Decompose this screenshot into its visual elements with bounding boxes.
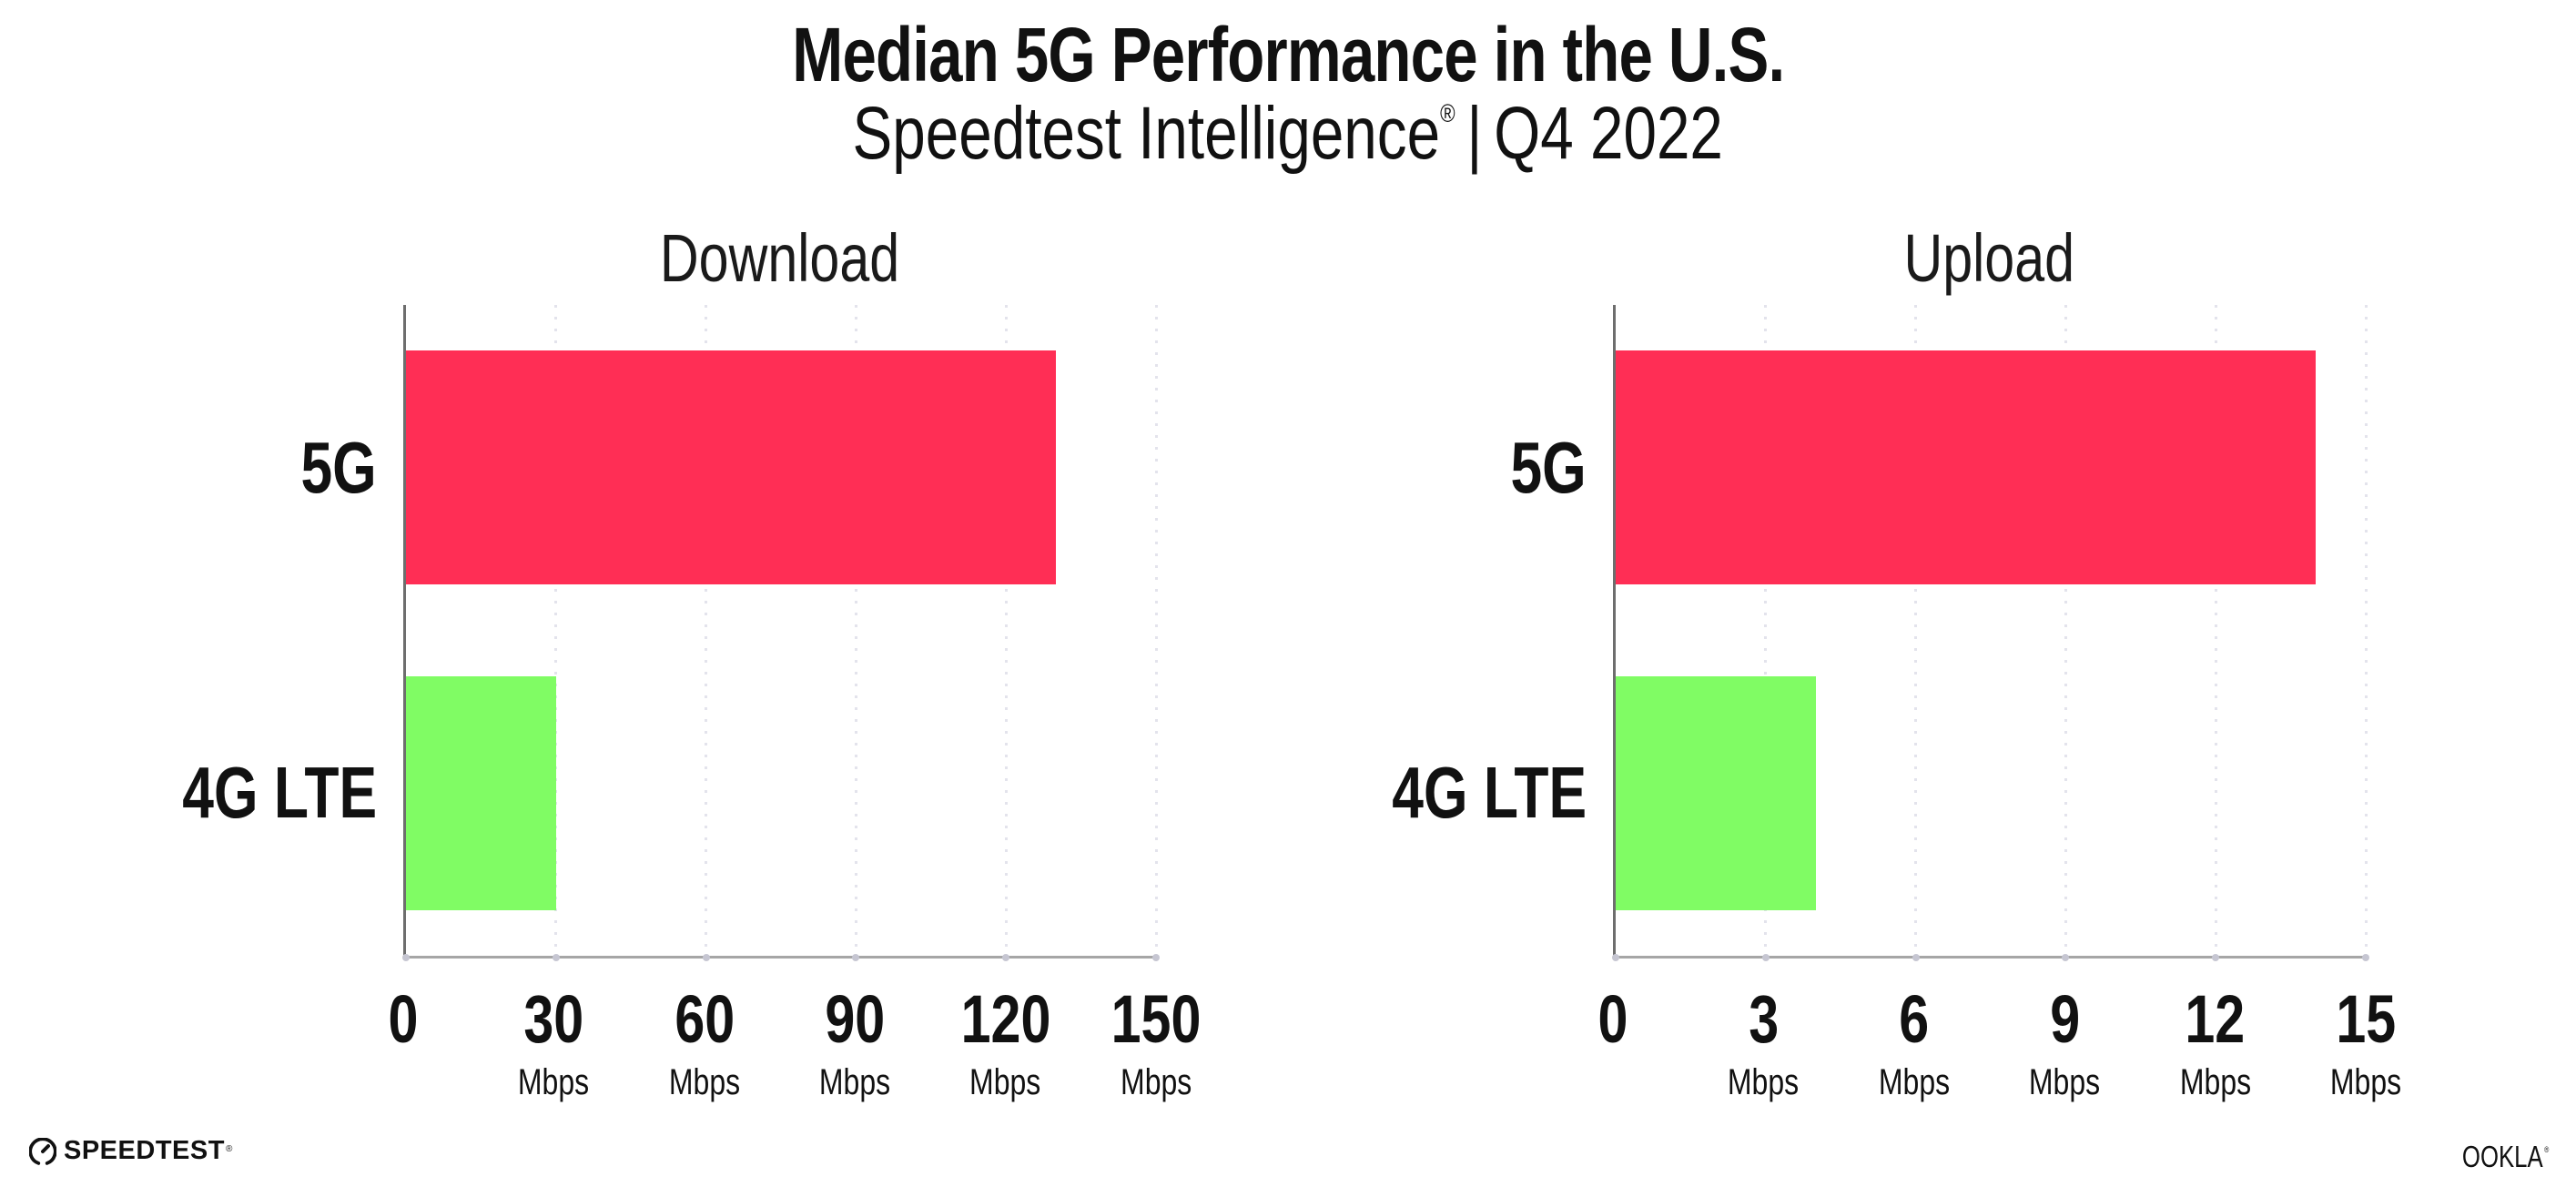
x-tick-120: 120 Mbps xyxy=(949,986,1061,1101)
x-tick-90: 90 Mbps xyxy=(810,986,899,1101)
x-tick-value: 6 xyxy=(1899,981,1930,1057)
gridline-3 xyxy=(1764,305,1768,956)
x-tick-unit: Mbps xyxy=(819,1062,891,1102)
x-tick-3: 3 Mbps xyxy=(1719,986,1808,1101)
download-chart: Download 5G 4G LTE 0 30 Mbps 60 Mbps 90 Mbps 120… xyxy=(182,220,1201,1101)
x-tick-unit: Mbps xyxy=(2179,1062,2251,1102)
page-subtitle-text: Speedtest Intelligence® | Q4 2022 xyxy=(853,91,1723,177)
x-tick-unit: Mbps xyxy=(518,1062,590,1102)
x-tick-60: 60 Mbps xyxy=(660,986,749,1101)
axis-tick-dot-3 xyxy=(1761,954,1770,961)
x-tick-unit: Mbps xyxy=(1728,1062,1800,1102)
page-title: Median 5G Performance in the U.S. xyxy=(0,11,2576,99)
speedtest-logo-label: SPEEDTEST® xyxy=(64,1136,233,1166)
ookla-logo-label: OOKLA ® xyxy=(2462,1140,2549,1174)
x-tick-value: 30 xyxy=(523,981,584,1057)
ookla-wordmark: OOKLA xyxy=(2461,1140,2543,1173)
bar-4g-lte-download xyxy=(406,675,556,910)
chart-title: Download xyxy=(403,219,1156,297)
gridline-6 xyxy=(1914,305,1918,956)
chart-title-text: Download xyxy=(659,220,900,296)
plot-area: 5G 4G LTE xyxy=(1392,305,2369,961)
gridline-15 xyxy=(2364,305,2368,956)
x-tick-unit: Mbps xyxy=(1120,1062,1192,1102)
page-subtitle: Speedtest Intelligence® | Q4 2022 xyxy=(0,91,2576,177)
x-tick-unit: Mbps xyxy=(1878,1062,1950,1102)
category-label-4g-lte: 4G LTE xyxy=(182,752,377,834)
speedtest-logo: SPEEDTEST® xyxy=(29,1136,233,1166)
subtitle-brand: Speedtest Intelligence xyxy=(852,92,1441,175)
x-tick-30: 30 Mbps xyxy=(509,986,598,1101)
bar-5g-download xyxy=(406,350,1057,585)
x-tick-unit: Mbps xyxy=(2029,1062,2101,1102)
category-label-5g: 5G xyxy=(1510,426,1587,508)
x-tick-value: 120 xyxy=(960,981,1050,1057)
category-label-5g: 5G xyxy=(300,426,377,508)
registered-mark: ® xyxy=(1440,99,1455,127)
x-tick-value: 90 xyxy=(825,981,886,1057)
x-tick-150: 150 Mbps xyxy=(1100,986,1212,1101)
bar-4g-lte-upload xyxy=(1616,675,1816,910)
ookla-logo: OOKLA ® xyxy=(2438,1140,2549,1174)
x-tick-value: 60 xyxy=(674,981,735,1057)
gridline-120 xyxy=(1004,305,1008,956)
x-tick-12: 12 Mbps xyxy=(2171,986,2260,1101)
speedtest-trademark: ® xyxy=(225,1144,233,1154)
x-tick-unit: Mbps xyxy=(969,1062,1041,1102)
x-tick-value: 12 xyxy=(2185,981,2246,1057)
bar-5g-upload xyxy=(1616,350,2317,585)
subtitle-period: Q4 2022 xyxy=(1494,92,1724,175)
x-tick-value: 150 xyxy=(1111,981,1202,1057)
axis-tick-dot-12 xyxy=(2212,954,2220,961)
page-title-text: Median 5G Performance in the U.S. xyxy=(791,12,1785,97)
gridline-150 xyxy=(1154,305,1158,956)
chart-title-text: Upload xyxy=(1903,220,2075,296)
gridline-30 xyxy=(554,305,558,956)
x-tick-unit: Mbps xyxy=(2329,1062,2402,1102)
axis-tick-dot-90 xyxy=(852,954,860,961)
category-label-4g-lte: 4G LTE xyxy=(1392,752,1587,834)
x-tick-15: 15 Mbps xyxy=(2321,986,2410,1101)
plot-area: 5G 4G LTE xyxy=(182,305,1160,961)
axis-tick-dot-120 xyxy=(1002,954,1010,961)
x-axis-ticks: 0 30 Mbps 60 Mbps 90 Mbps 120 Mbps 150 Mbps xyxy=(389,986,1202,1141)
axis-tick-dot-15 xyxy=(2362,954,2369,961)
axis-tick-dot-60 xyxy=(702,954,710,961)
ookla-trademark: ® xyxy=(2543,1145,2549,1154)
x-tick-unit: Mbps xyxy=(668,1062,740,1102)
x-tick-value: 0 xyxy=(388,981,419,1057)
gridline-90 xyxy=(854,305,857,956)
axis-tick-dot-9 xyxy=(2062,954,2070,961)
axis-tick-dot-0 xyxy=(1612,954,1619,961)
speedtest-gauge-icon xyxy=(29,1137,56,1165)
chart-title: Upload xyxy=(1613,219,2366,297)
x-tick-value: 9 xyxy=(2049,981,2080,1057)
axis-tick-dot-6 xyxy=(1912,954,1920,961)
x-tick-0: 0 xyxy=(384,986,421,1053)
gridline-12 xyxy=(2214,305,2217,956)
upload-chart: Upload 5G 4G LTE 0 3 Mbps 6 Mbps 9 Mbps 12 Mbps 15… xyxy=(1392,220,2401,1101)
x-tick-value: 15 xyxy=(2336,981,2396,1057)
axis-tick-dot-150 xyxy=(1152,954,1160,961)
subtitle-separator: | xyxy=(1466,92,1483,175)
x-tick-value: 0 xyxy=(1597,981,1628,1057)
x-axis-ticks: 0 3 Mbps 6 Mbps 9 Mbps 12 Mbps 15 Mbps xyxy=(1598,986,2402,1141)
gridline-9 xyxy=(2064,305,2067,956)
x-tick-9: 9 Mbps xyxy=(2020,986,2109,1101)
x-tick-value: 3 xyxy=(1748,981,1779,1057)
axis-tick-dot-0 xyxy=(402,954,410,961)
speedtest-wordmark: SPEEDTEST xyxy=(64,1136,225,1165)
x-tick-6: 6 Mbps xyxy=(1870,986,1959,1101)
axis-tick-dot-30 xyxy=(552,954,560,961)
x-tick-0: 0 xyxy=(1594,986,1631,1053)
gridline-60 xyxy=(705,305,708,956)
